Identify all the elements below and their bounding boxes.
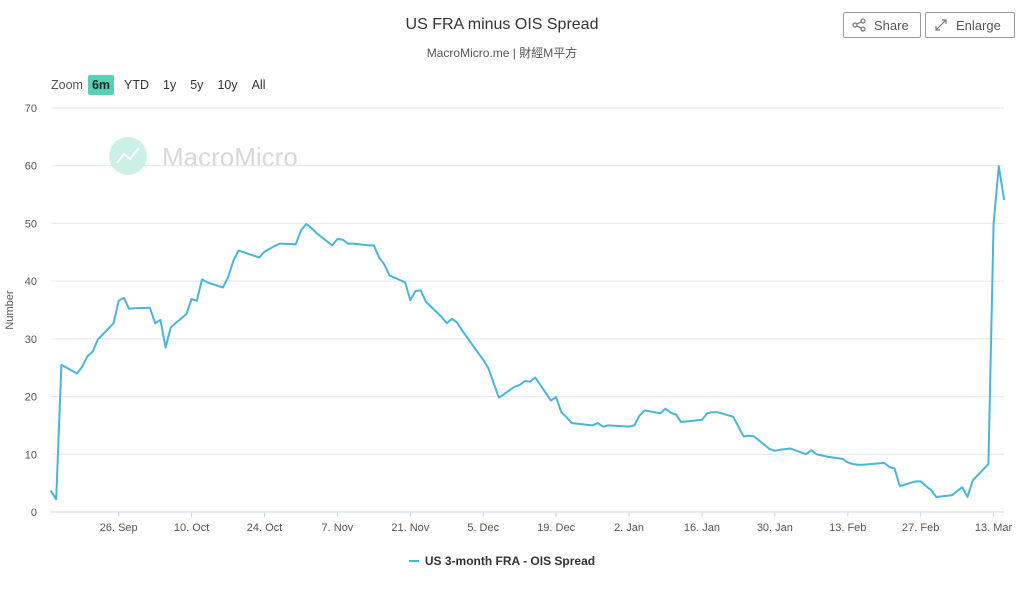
share-icon xyxy=(852,18,866,32)
y-tick-label: 0 xyxy=(31,507,37,519)
series-line xyxy=(50,165,1005,501)
watermark: MacroMicro xyxy=(109,137,298,175)
watermark-logo-icon xyxy=(109,137,147,175)
y-tick-label: 20 xyxy=(25,392,37,404)
share-label: Share xyxy=(874,17,909,33)
x-tick-label: 19. Dec xyxy=(537,522,575,534)
legend-swatch xyxy=(408,560,419,562)
y-tick-label: 30 xyxy=(25,334,37,346)
watermark-trend-icon xyxy=(116,147,140,164)
chart-subtitle: MacroMicro.me | 財經M平方 xyxy=(426,46,578,60)
x-tick-label: 10. Oct xyxy=(174,522,209,534)
x-tick-label: 13. Feb xyxy=(829,522,866,534)
y-axis-title: Number xyxy=(4,290,16,329)
x-tick-label: 16. Jan xyxy=(684,522,720,534)
x-tick-label: 24. Oct xyxy=(247,522,282,534)
enlarge-button[interactable]: Enlarge xyxy=(925,12,1015,38)
x-tick-label: 5. Dec xyxy=(467,522,499,534)
zoom-5y-button[interactable]: 5y xyxy=(190,78,204,92)
share-button[interactable]: Share xyxy=(843,12,921,38)
x-tick-label: 2. Jan xyxy=(614,522,644,534)
x-tick-label: 13. Mar xyxy=(975,522,1013,534)
y-tick-label: 50 xyxy=(25,218,37,230)
chart-legend[interactable]: US 3-month FRA - OIS Spread xyxy=(0,554,1004,568)
x-tick-label: 21. Nov xyxy=(391,522,429,534)
zoom-10y-button[interactable]: 10y xyxy=(217,78,238,92)
x-tick-label: 26. Sep xyxy=(100,522,138,534)
zoom-1y-button[interactable]: 1y xyxy=(163,78,177,92)
chart-title: US FRA minus OIS Spread xyxy=(405,16,599,33)
x-tick-label: 7. Nov xyxy=(322,522,354,534)
legend-label: US 3-month FRA - OIS Spread xyxy=(424,554,596,568)
enlarge-label: Enlarge xyxy=(956,17,1001,33)
expand-icon xyxy=(934,18,948,32)
y-tick-label: 10 xyxy=(25,449,37,461)
watermark-text: MacroMicro xyxy=(162,142,298,172)
zoom-ytd-button[interactable]: YTD xyxy=(124,78,150,92)
y-tick-label: 40 xyxy=(25,276,37,288)
x-tick-label: 27. Feb xyxy=(902,522,939,534)
zoom-label: Zoom xyxy=(51,78,83,92)
zoom-all-button[interactable]: All xyxy=(251,78,266,92)
zoom-6m-button[interactable]: 6m xyxy=(87,75,115,95)
x-tick-label: 30. Jan xyxy=(757,522,793,534)
y-tick-label: 60 xyxy=(25,161,37,173)
zoom-selector: Zoom 6m YTD 1y 5y 10y All xyxy=(51,74,276,96)
y-tick-label: 70 xyxy=(25,103,37,115)
